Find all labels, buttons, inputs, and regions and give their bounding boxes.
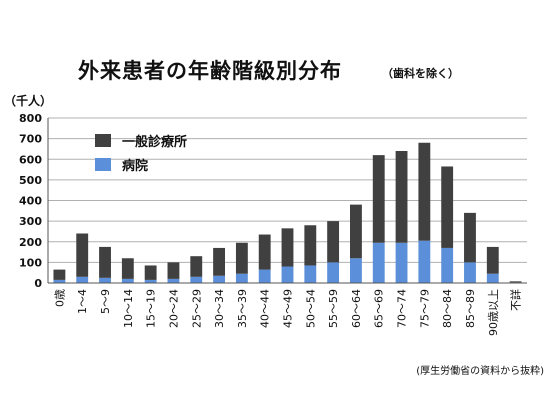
y-tick-label: 100 (19, 256, 42, 269)
bar-general-clinic (349, 204, 362, 259)
bar-hospital (418, 240, 431, 283)
bar-general-clinic (167, 262, 180, 279)
x-tick-label: 70～74 (396, 289, 409, 328)
x-tick-label: 5～9 (99, 289, 112, 314)
bar-general-clinic (281, 228, 294, 267)
x-tick-label: 80～84 (441, 289, 454, 328)
y-tick-label: 500 (19, 174, 42, 187)
y-axis-ticks: 0 100 200 300 400 500 600 700 800 (19, 112, 42, 290)
x-axis-labels: 0歳 1～4 5～9 10～14 15～19 20～24 25～29 30～34 35～39 40… (53, 289, 522, 336)
bar-hospital (53, 279, 66, 283)
bar-general-clinic (327, 221, 340, 263)
y-tick-label: 200 (19, 236, 42, 249)
x-tick-label: 25～29 (190, 289, 203, 328)
legend-label: 一般診療所 (122, 134, 187, 150)
bar-hospital (349, 258, 362, 283)
y-tick-label: 800 (19, 112, 42, 125)
bar-general-clinic (99, 246, 111, 278)
x-tick-label: 1～4 (76, 289, 89, 314)
chart-title: 外来患者の年齢階級別分布 (78, 59, 342, 83)
bar-general-clinic (235, 242, 248, 274)
bar-hospital (486, 273, 499, 283)
bar-hospital (144, 279, 157, 283)
y-tick-label: 300 (19, 215, 42, 228)
y-tick-label: 700 (19, 133, 42, 146)
legend-swatch-general-clinic (95, 134, 111, 147)
x-tick-label: 55～59 (327, 289, 340, 328)
bar-general-clinic (144, 265, 157, 280)
x-tick-label: 90歳以上 (487, 289, 500, 336)
y-tick-label: 600 (19, 153, 42, 166)
bar-hospital (258, 269, 271, 283)
bar-general-clinic (190, 256, 203, 277)
legend-swatch-hospital (95, 158, 111, 171)
bars (53, 142, 522, 283)
bar-general-clinic (372, 155, 385, 243)
bar-general-clinic (76, 233, 89, 277)
bar-general-clinic (258, 234, 271, 270)
x-tick-label: 65～69 (373, 289, 386, 328)
bar-general-clinic (213, 247, 226, 276)
bar-hospital (441, 247, 454, 283)
chart-subtitle: （歯科を除く） (382, 67, 459, 80)
bar-hospital (304, 265, 317, 283)
x-tick-label: 0歳 (53, 289, 66, 307)
y-tick-label: 0 (34, 277, 42, 290)
y-axis-unit-label: （千人） (4, 94, 53, 108)
x-tick-label: 30～34 (213, 289, 226, 328)
source-note: (厚生労働省の資料から抜粋) (416, 366, 544, 377)
x-tick-label: 45～49 (282, 289, 295, 328)
bar-general-clinic (304, 225, 317, 266)
axes (47, 118, 527, 284)
x-tick-label: 75～79 (418, 289, 431, 328)
x-tick-label: 85～89 (464, 289, 477, 328)
bar-general-clinic (441, 166, 454, 248)
x-tick-label: 50～54 (304, 289, 317, 328)
bar-hospital (327, 262, 340, 283)
bar-general-clinic (395, 151, 408, 243)
bar-general-clinic (53, 269, 66, 280)
bar-hospital (190, 276, 203, 283)
bar-hospital (121, 278, 134, 283)
bar-hospital (76, 276, 89, 283)
bar-hospital (281, 266, 294, 283)
bar-hospital (464, 262, 476, 283)
bar-general-clinic (121, 258, 134, 279)
bar-hospital (99, 277, 111, 283)
bar-hospital (213, 275, 226, 283)
legend-label: 病院 (122, 158, 148, 174)
x-tick-label: 60～64 (350, 289, 363, 328)
x-tick-label: 10～14 (122, 289, 135, 328)
x-tick-label: 35～39 (236, 289, 249, 328)
bar-general-clinic (464, 212, 476, 263)
bar-general-clinic (486, 246, 499, 274)
bar-hospital (167, 278, 180, 283)
x-tick-label: 不詳 (509, 289, 523, 311)
bar-general-clinic (418, 142, 431, 241)
x-tick-label: 20～24 (167, 289, 180, 328)
bar-hospital (395, 242, 408, 283)
x-tick-label: 15～19 (145, 289, 158, 328)
y-tick-label: 400 (19, 195, 42, 208)
bar-hospital (235, 273, 248, 283)
x-tick-label: 40～44 (259, 289, 272, 328)
bar-hospital (372, 242, 385, 283)
bar-general-clinic (509, 281, 522, 283)
